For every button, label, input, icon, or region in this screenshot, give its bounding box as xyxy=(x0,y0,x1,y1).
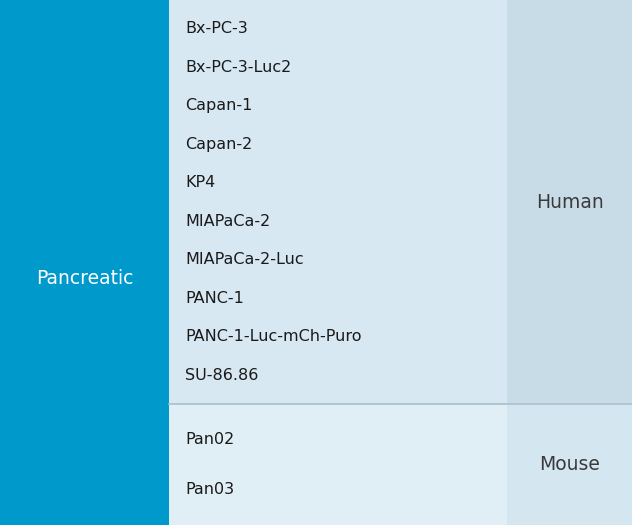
Text: MIAPaCa-2-Luc: MIAPaCa-2-Luc xyxy=(185,252,304,267)
Bar xyxy=(507,404,632,525)
Text: KP4: KP4 xyxy=(185,175,216,190)
Bar xyxy=(507,0,632,404)
Text: Bx-PC-3: Bx-PC-3 xyxy=(185,22,248,36)
Text: PANC-1-Luc-mCh-Puro: PANC-1-Luc-mCh-Puro xyxy=(185,329,362,344)
Bar xyxy=(169,404,507,525)
Bar xyxy=(169,0,507,404)
Text: Pancreatic: Pancreatic xyxy=(36,269,133,288)
Text: SU-86.86: SU-86.86 xyxy=(185,368,258,383)
Text: Capan-2: Capan-2 xyxy=(185,137,252,152)
Text: Pan02: Pan02 xyxy=(185,432,234,447)
Text: Bx-PC-3-Luc2: Bx-PC-3-Luc2 xyxy=(185,60,291,75)
Text: MIAPaCa-2: MIAPaCa-2 xyxy=(185,214,270,229)
Text: Pan03: Pan03 xyxy=(185,482,234,497)
Bar xyxy=(0,0,169,525)
Text: Capan-1: Capan-1 xyxy=(185,98,253,113)
Text: PANC-1: PANC-1 xyxy=(185,291,244,306)
Text: Mouse: Mouse xyxy=(539,455,600,474)
Text: Human: Human xyxy=(536,193,604,212)
